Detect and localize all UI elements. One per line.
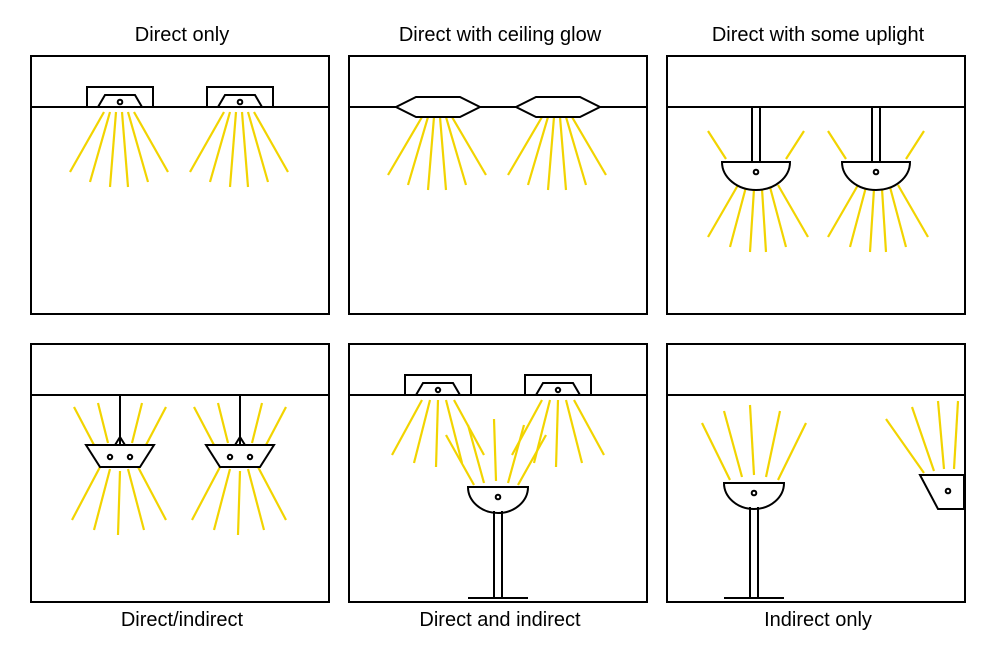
panel-title: Direct with some uplight: [666, 20, 970, 55]
panel-direct-and-indirect: [348, 343, 648, 603]
panel-ceiling-glow: [348, 55, 648, 315]
panel-direct-indirect: [30, 343, 330, 603]
panel-title: Direct and indirect: [348, 603, 652, 632]
panel-indirect-only: [666, 343, 966, 603]
panel-title: Direct/indirect: [30, 603, 334, 632]
panel-title: Indirect only: [666, 603, 970, 632]
panel-direct-only: [30, 55, 330, 315]
panel-some-uplight: [666, 55, 966, 315]
panel-title: Direct only: [30, 20, 334, 55]
panel-title: Direct with ceiling glow: [348, 20, 652, 55]
lighting-diagram-grid: Direct only Direct with ceiling glow Dir…: [30, 20, 970, 632]
